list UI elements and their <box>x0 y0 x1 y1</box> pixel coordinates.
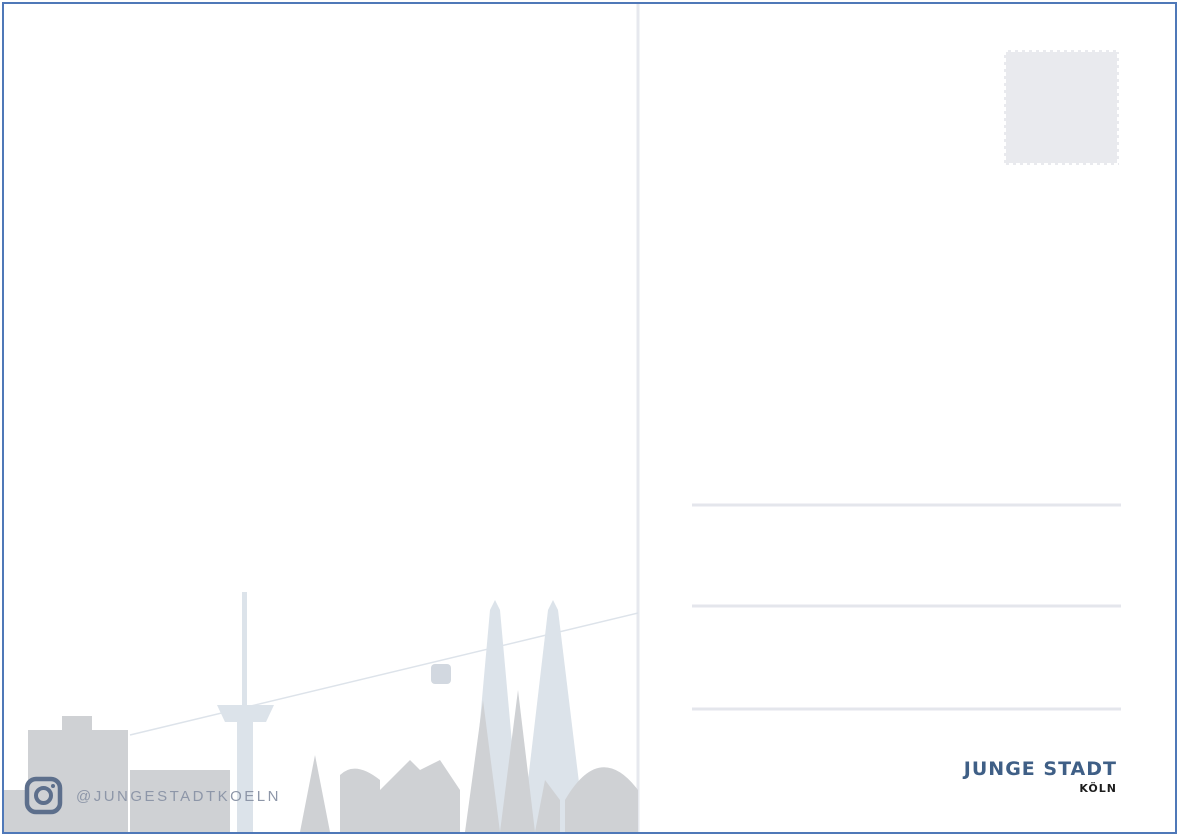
logo-name: JUNGE STADT <box>962 758 1117 780</box>
logo-city: KÖLN <box>1079 781 1117 795</box>
gondola <box>431 664 451 684</box>
stamp <box>1004 50 1119 165</box>
instagram-handle: @JUNGESTADTKOELN <box>76 788 281 805</box>
postcard: @JUNGESTADTKOELN JUNGE STADT KÖLN <box>0 0 1179 836</box>
page: @JUNGESTADTKOELN JUNGE STADT KÖLN (() =>… <box>0 0 1179 836</box>
